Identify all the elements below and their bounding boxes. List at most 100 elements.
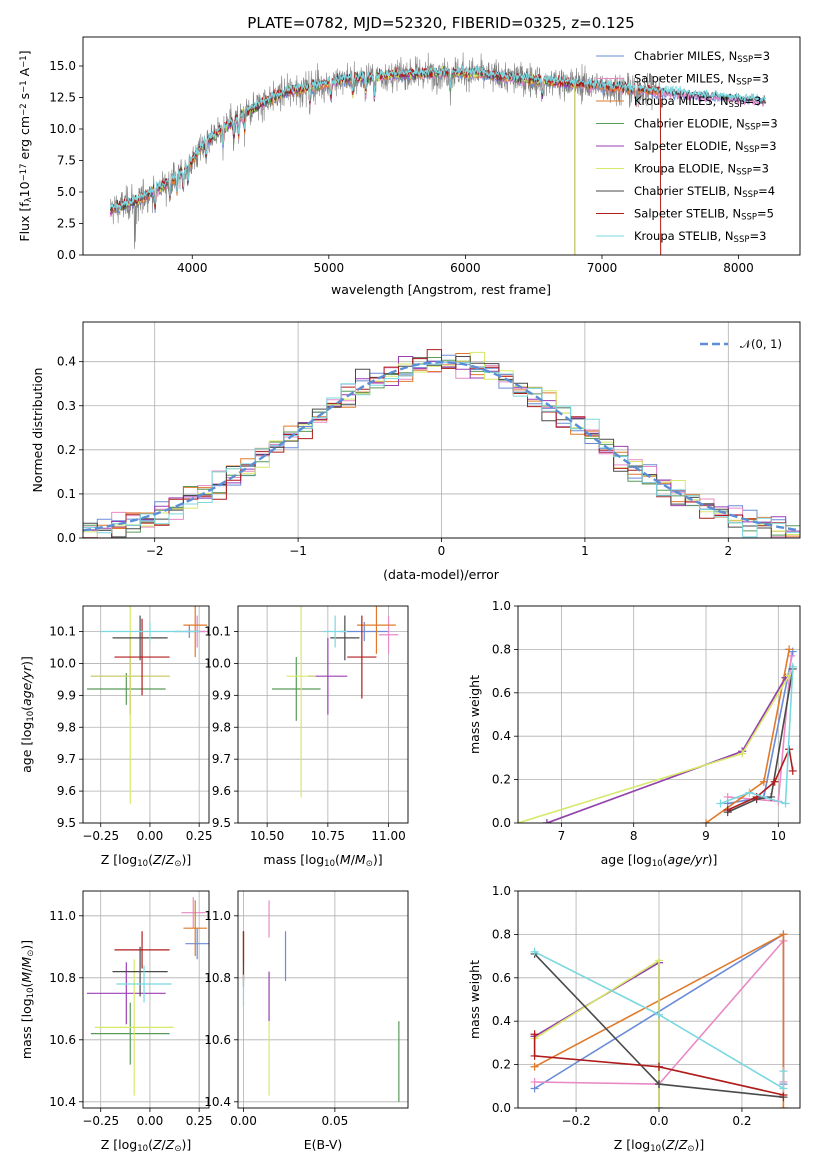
x-tick-label: −1 [289, 544, 307, 558]
label-part: 10 [26, 987, 36, 998]
weight-point-marker [745, 788, 754, 797]
y-tick-label: 10.6 [204, 1033, 231, 1047]
label-part: 10 [652, 859, 663, 869]
label-part: ⊙ [687, 1144, 694, 1154]
x-axis-label: Z [log10(Z/Z⊙)] [614, 1137, 704, 1154]
legend-entry: Salpeter STELIB, NSSP=5 [634, 207, 774, 223]
label-part: =3 [752, 162, 769, 176]
label-part: Z [log [101, 1137, 137, 1152]
plot-area [109, 52, 767, 255]
plot-area [530, 930, 788, 1108]
label-part: Z [678, 1137, 688, 1152]
x-tick-label: 8 [630, 829, 638, 843]
label-part: / [162, 852, 167, 867]
x-tick-label: −0.25 [82, 1114, 119, 1128]
y-tick-label: 9.6 [57, 784, 76, 798]
model-spectrum-line [110, 66, 662, 255]
label-part: Kroupa ELODIE, N [634, 162, 736, 176]
label-part: λ [24, 197, 34, 202]
axes-frame [82, 890, 210, 1109]
y-tick-label: 9.6 [212, 784, 231, 798]
label-part: )] [708, 852, 718, 867]
label-part: ( [148, 1137, 153, 1152]
y-tick-label: 0.4 [57, 355, 76, 369]
x-tick-label: 7000 [587, 261, 618, 275]
y-tick-label: 5.0 [57, 185, 76, 199]
y-tick-label: 11.0 [204, 909, 231, 923]
weight-point-marker [655, 1062, 663, 1071]
weight-point-marker [530, 947, 539, 956]
x-axis-label: age [log10(age/yr)] [601, 852, 718, 869]
label-part: =3 [761, 117, 778, 131]
y-axis-label: mass [log10(M/M⊙)] [19, 940, 36, 1059]
label-part: / [675, 1137, 680, 1152]
label-part: Z [152, 852, 162, 867]
x-tick-label: 0.00 [137, 829, 164, 843]
y-tick-label: 10.4 [49, 1095, 76, 1109]
label-part: =5 [757, 207, 774, 221]
label-part: mass [log [19, 998, 34, 1059]
label-part: SSP [734, 235, 750, 245]
y-tick-label: 10.0 [204, 656, 231, 670]
x-tick-label: 2 [724, 544, 732, 558]
label-part: ⊙ [26, 950, 36, 957]
label-part: Kroupa MILES, N [634, 94, 729, 108]
label-part: ] [17, 50, 32, 55]
x-tick-label: 9 [702, 829, 710, 843]
legend-entry: Chabrier MILES, NSSP=3 [634, 49, 770, 65]
weight-series-line [534, 961, 660, 1108]
x-tick-label: 0.25 [186, 829, 213, 843]
model-spectrum-line [109, 68, 576, 255]
plot-area [518, 645, 797, 823]
label-part: )] [373, 852, 383, 867]
label-part: ( [148, 852, 153, 867]
weight-vs-metallicity-panel: −0.2 0.0 0.20.00.20.40.60.81.0Z [log10(Z/Z… [467, 884, 801, 1154]
label-part: Chabrier MILES, N [634, 49, 737, 63]
axes-frame [82, 605, 210, 824]
weight-point-marker [779, 1067, 788, 1076]
legend-entry: Kroupa ELODIE, NSSP=3 [634, 162, 769, 178]
legend-entry: Kroupa STELIB, NSSP=3 [634, 229, 766, 245]
x-tick-label: 0.00 [137, 1114, 164, 1128]
label-part: Z [152, 1137, 162, 1152]
weight-point-marker [716, 799, 725, 808]
x-tick-label: 8000 [723, 261, 754, 275]
axes-frame [517, 890, 801, 1109]
age-vs-mass-panel: 10.50 10.75 11.00 9.5 9.6 9.7 9.8 9.9 10.0 10.1 ma… [204, 605, 409, 869]
y-tick-label: 10.1 [204, 625, 231, 639]
y-tick-label: 9.9 [212, 688, 231, 702]
y-tick-label: 0.4 [492, 1014, 511, 1028]
weight-series-line [720, 666, 794, 805]
x-axis-label: wavelength [Angstrom, rest frame] [331, 282, 551, 297]
label-part: −2 [19, 103, 29, 116]
label-part: =3 [749, 229, 766, 243]
label-part: s [17, 93, 32, 104]
weight-point-marker [530, 1062, 539, 1071]
y-tick-label: 10.0 [49, 656, 76, 670]
x-tick-label: 6000 [450, 261, 481, 275]
plot-area [272, 606, 399, 798]
label-part: ( [335, 852, 340, 867]
y-tick-label: 10.8 [49, 971, 76, 985]
label-part: M [19, 957, 34, 968]
y-tick-label: 0.2 [492, 773, 511, 787]
model-spectrum-line [109, 65, 767, 211]
label-part: )] [181, 852, 191, 867]
legend-entry: Salpeter ELODIE, NSSP=3 [634, 139, 777, 155]
model-spectrum-line [109, 69, 662, 255]
x-axis-label: E(B-V) [304, 1137, 343, 1152]
label-part: SSP [745, 123, 761, 133]
y-tick-label: 15.0 [49, 59, 76, 73]
y-tick-label: 11.0 [49, 909, 76, 923]
label-part: age/yr [668, 852, 709, 867]
label-part: ⊙ [174, 859, 181, 869]
label-part: / [19, 967, 34, 972]
x-tick-label: 7 [558, 829, 566, 843]
y-tick-label: 12.5 [49, 90, 76, 104]
histogram-step [83, 361, 800, 538]
label-part: A [17, 67, 32, 80]
x-tick-label: 0.2 [732, 1114, 751, 1128]
weight-series-line [546, 677, 787, 823]
